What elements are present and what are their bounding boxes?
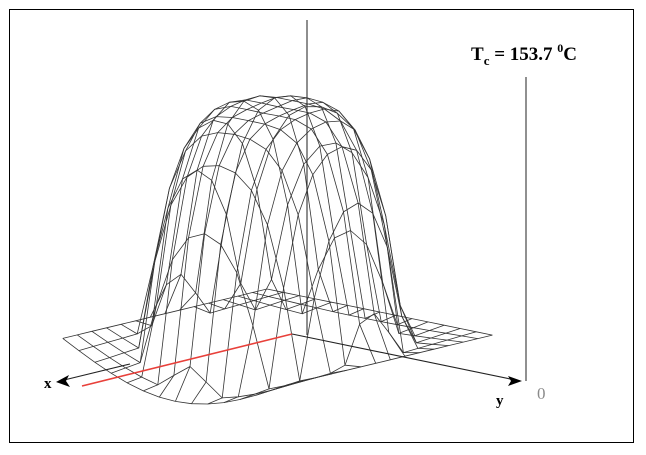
svg-text:Tc = 153.7 0C: Tc = 153.7 0C [471,41,577,68]
x-axis-line [59,363,131,382]
mesh-line [207,108,413,405]
title-symbol: T [471,44,484,65]
y-arrowhead [508,376,522,386]
y-axis-label: y [496,393,504,409]
mesh-line [237,230,464,343]
y-axis-line [291,333,521,382]
mesh-line [62,288,268,339]
mesh-line [120,132,347,374]
surface-mesh [62,95,493,405]
mesh-line [223,120,429,403]
temperature-title: Tc = 153.7 0C [471,41,577,68]
mesh-line [175,97,380,402]
title-superscript: 0 [557,41,563,55]
mesh-line [126,100,332,384]
mesh-line [91,233,318,390]
x-axis-label: x [44,376,52,392]
mesh-line [288,334,493,385]
mesh-line [239,146,445,400]
x-baseline-red [81,333,293,387]
title-subscript: c [484,53,490,68]
title-value: = 153.7 [489,44,557,65]
x-arrowhead [56,375,70,387]
mesh-line [94,169,300,363]
mesh-line [158,95,364,398]
scale-zero-label: 0 [537,384,546,403]
mesh-line [143,95,348,392]
plot-frame [9,9,634,443]
mesh-line [191,101,396,404]
title-unit: C [563,44,577,65]
mesh-line [78,273,284,351]
